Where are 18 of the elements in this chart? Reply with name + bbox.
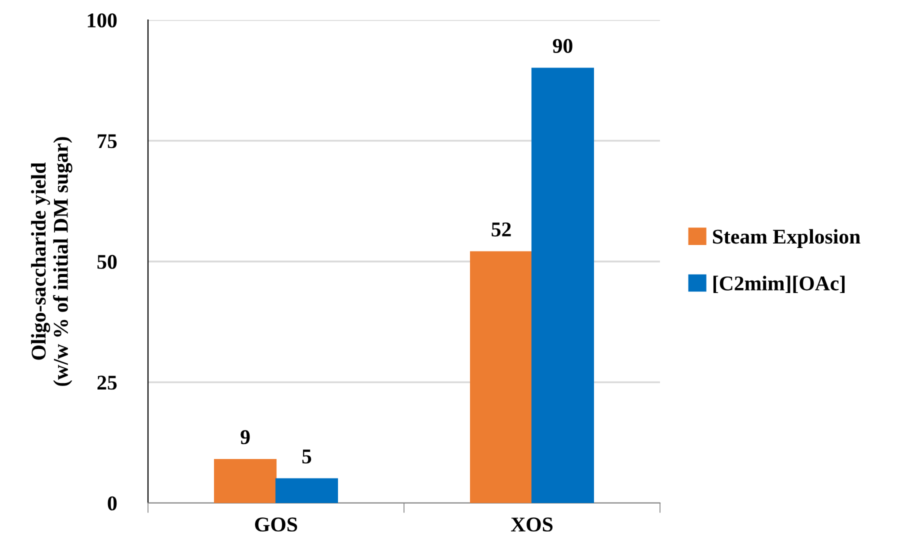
y-tick-label: 100 xyxy=(88,13,117,28)
bar xyxy=(214,458,277,503)
data-label: 9 xyxy=(240,430,250,444)
y-tick-label: 0 xyxy=(108,496,117,510)
data-label: 90 xyxy=(552,38,572,53)
data-label: 5 xyxy=(302,450,312,464)
x-tick-label: GOS xyxy=(255,518,298,532)
data-label: 52 xyxy=(492,222,511,236)
y-tick-label: 25 xyxy=(97,376,117,390)
legend-label: [C2mim][OAc] xyxy=(713,276,845,294)
x-tick-label: XOS xyxy=(510,518,553,532)
y-tick-label: 75 xyxy=(98,134,117,148)
y-axis-title: Oligo-saccharide yield (w/w % of initial DM sugar) xyxy=(31,137,72,386)
y-tick-label: 50 xyxy=(97,254,117,269)
legend-label: Steam Explosion xyxy=(713,229,860,248)
bar xyxy=(470,251,533,503)
bar xyxy=(275,478,338,503)
bar xyxy=(531,68,594,503)
